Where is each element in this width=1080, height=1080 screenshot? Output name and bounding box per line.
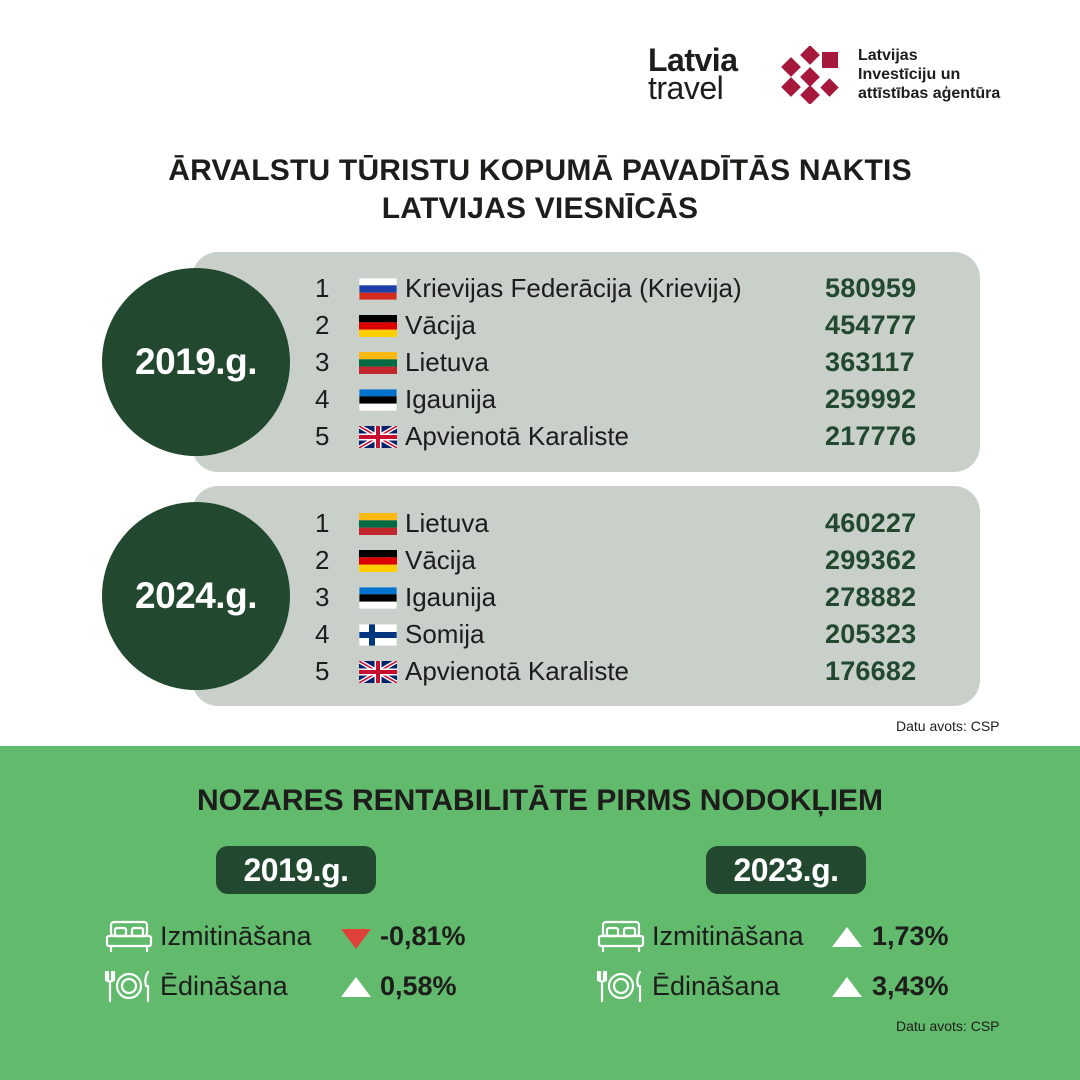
liaa-logo-text: Latvijas Investīciju un attīstības aģent… bbox=[858, 46, 1000, 103]
country-name: Vācija bbox=[405, 545, 476, 575]
lithuania-flag-icon bbox=[359, 351, 397, 374]
ranking-list-2024: 1 Lietuva 460227 2 Vācija 299362 3 Igaun… bbox=[315, 505, 955, 690]
rank-number: 3 bbox=[315, 582, 330, 612]
nights-value: 299362 bbox=[825, 545, 917, 575]
metric-food-2019: Ēdināšana 0,58% bbox=[104, 966, 457, 1006]
profitability-section bbox=[0, 746, 1080, 1080]
rank-number: 5 bbox=[315, 656, 330, 686]
list-item: 1 Lietuva 460227 bbox=[315, 505, 955, 542]
profitability-title: NOZARES RENTABILITĀTE PIRMS NODOKĻIEM bbox=[196, 784, 884, 817]
header-logos: Latvia travel Latvijas Investīciju un at… bbox=[0, 0, 1080, 130]
year-badge-2023: 2023.g. bbox=[706, 846, 866, 894]
metric-label: Izmitināšana bbox=[160, 920, 312, 951]
list-item: 2 Vācija 454777 bbox=[315, 307, 955, 344]
cutlery-icon bbox=[596, 970, 642, 1003]
metric-accommodation-2023: Izmitināšana 1,73% bbox=[596, 916, 949, 956]
cutlery-icon bbox=[104, 970, 150, 1003]
down-triangle-icon bbox=[341, 929, 371, 949]
data-source-note: Datu avots: CSP bbox=[896, 718, 1000, 734]
list-item: 3 Igaunija 278882 bbox=[315, 579, 955, 616]
rank-number: 4 bbox=[315, 384, 330, 414]
metric-value: 0,58% bbox=[380, 970, 457, 1001]
country-name: Lietuva bbox=[405, 508, 489, 538]
country-name: Apvienotā Karaliste bbox=[405, 656, 630, 686]
liaa-line3: attīstības aģentūra bbox=[858, 85, 1001, 102]
nights-value: 278882 bbox=[825, 582, 917, 612]
rank-number: 2 bbox=[315, 310, 330, 340]
list-item: 5 Apvienotā Karaliste 176682 bbox=[315, 653, 955, 690]
country-name: Krievijas Federācija (Krievija) bbox=[405, 273, 742, 303]
uk-flag-icon bbox=[359, 660, 397, 683]
year-circle-2019: 2019.g. bbox=[102, 268, 290, 456]
nights-value: 205323 bbox=[825, 619, 917, 649]
rank-number: 2 bbox=[315, 545, 330, 575]
up-triangle-icon bbox=[832, 927, 862, 947]
list-item: 4 Igaunija 259992 bbox=[315, 381, 955, 418]
bed-icon bbox=[105, 920, 153, 953]
nights-value: 454777 bbox=[825, 310, 917, 340]
up-triangle-icon bbox=[341, 977, 371, 997]
list-item: 4 Somija 205323 bbox=[315, 616, 955, 653]
page-title-line1: ĀRVALSTU TŪRISTU KOPUMĀ PAVADĪTĀS NAKTIS bbox=[168, 154, 912, 187]
latvia-travel-line2: travel bbox=[648, 70, 724, 106]
list-item: 2 Vācija 299362 bbox=[315, 542, 955, 579]
estonia-flag-icon bbox=[359, 388, 397, 411]
latvia-travel-line1: Latvia bbox=[648, 42, 738, 78]
ranking-panel-2024 bbox=[192, 486, 980, 706]
country-name: Somija bbox=[405, 619, 485, 649]
nights-value: 580959 bbox=[825, 273, 917, 303]
rank-number: 3 bbox=[315, 347, 330, 377]
uk-flag-icon bbox=[359, 425, 397, 448]
metric-food-2023: Ēdināšana 3,43% bbox=[596, 966, 949, 1006]
list-item: 3 Lietuva 363117 bbox=[315, 344, 955, 381]
list-item: 5 Apvienotā Karaliste 217776 bbox=[315, 418, 955, 455]
metric-label: Ēdināšana bbox=[160, 970, 288, 1001]
bed-icon bbox=[597, 920, 645, 953]
rank-number: 1 bbox=[315, 508, 330, 538]
metric-value: 1,73% bbox=[872, 920, 949, 951]
nights-value: 217776 bbox=[825, 421, 917, 451]
nights-value: 176682 bbox=[825, 656, 917, 686]
rank-number: 1 bbox=[315, 273, 330, 303]
ranking-panel-2019 bbox=[192, 252, 980, 472]
germany-flag-icon bbox=[359, 314, 397, 337]
liaa-logo-mark-icon bbox=[781, 46, 839, 104]
russia-flag-icon bbox=[359, 277, 397, 300]
metric-accommodation-2019: Izmitināšana -0,81% bbox=[104, 916, 466, 956]
estonia-flag-icon bbox=[359, 586, 397, 609]
metric-label: Ēdināšana bbox=[652, 970, 780, 1001]
germany-flag-icon bbox=[359, 549, 397, 572]
country-name: Igaunija bbox=[405, 582, 497, 612]
metric-value: -0,81% bbox=[380, 920, 466, 951]
page-title-line2: LATVIJAS VIESNĪCĀS bbox=[381, 192, 699, 225]
latvia-travel-logo: Latvia travel bbox=[648, 42, 738, 106]
liaa-line2: Investīciju un bbox=[858, 66, 961, 83]
list-item: 1 Krievijas Federācija (Krievija) 580959 bbox=[315, 270, 955, 307]
data-source-note-bottom: Datu avots: CSP bbox=[896, 1018, 1000, 1034]
lithuania-flag-icon bbox=[359, 512, 397, 535]
metric-label: Izmitināšana bbox=[652, 920, 804, 951]
country-name: Lietuva bbox=[405, 347, 489, 377]
up-triangle-icon bbox=[832, 977, 862, 997]
country-name: Apvienotā Karaliste bbox=[405, 421, 630, 451]
liaa-line1: Latvijas bbox=[858, 47, 918, 64]
year-badge-2019: 2019.g. bbox=[216, 846, 376, 894]
year-circle-2024: 2024.g. bbox=[102, 502, 290, 690]
ranking-list-2019: 1 Krievijas Federācija (Krievija) 580959… bbox=[315, 270, 955, 455]
metric-value: 3,43% bbox=[872, 970, 949, 1001]
nights-value: 460227 bbox=[825, 508, 917, 538]
nights-value: 363117 bbox=[825, 347, 915, 377]
country-name: Igaunija bbox=[405, 384, 497, 414]
finland-flag-icon bbox=[359, 623, 397, 646]
page-title: ĀRVALSTU TŪRISTU KOPUMĀ PAVADĪTĀS NAKTIS… bbox=[0, 152, 1080, 228]
nights-value: 259992 bbox=[825, 384, 917, 414]
country-name: Vācija bbox=[405, 310, 476, 340]
rank-number: 4 bbox=[315, 619, 330, 649]
rank-number: 5 bbox=[315, 421, 330, 451]
